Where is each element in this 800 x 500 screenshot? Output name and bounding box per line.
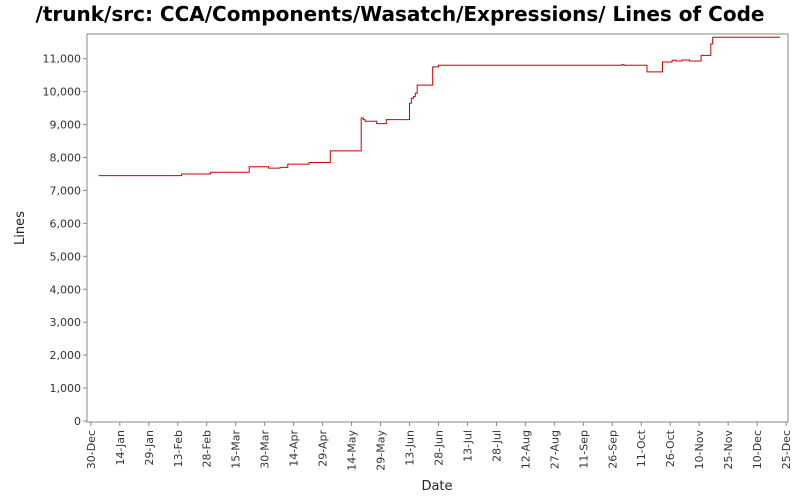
x-tick-label: 15-Mar	[230, 430, 243, 469]
x-tick-label: 30-Mar	[259, 430, 272, 469]
x-tick-label: 11-Sep	[577, 430, 590, 469]
y-tick-label: 5,000	[50, 250, 82, 263]
series-group	[98, 36, 781, 177]
x-tick-label: 28-Jun	[432, 430, 445, 466]
x-tick-label: 10-Dec	[751, 430, 764, 469]
y-tick-label: 1,000	[50, 382, 82, 395]
y-tick-label: 9,000	[50, 119, 82, 132]
y-tick-label: 8,000	[50, 152, 82, 165]
y-tick-label: 6,000	[50, 217, 82, 230]
x-tick-label: 25-Dec	[780, 430, 793, 469]
x-axis: 30-Dec 14-Jan 29-Jan 13-Feb 28-Feb 15-Mar 30-M…	[85, 422, 793, 471]
x-tick-label: 13-Jul	[461, 430, 474, 462]
x-tick-label: 27-Aug	[548, 430, 561, 469]
series-line	[98, 36, 781, 177]
y-tick-label: 2,000	[50, 349, 82, 362]
x-tick-label: 29-Jan	[143, 430, 156, 466]
x-tick-label: 26-Sep	[606, 430, 619, 469]
x-tick-label: 25-Nov	[722, 430, 735, 470]
y-tick-label: 10,000	[43, 86, 82, 99]
y-tick-label: 7,000	[50, 184, 82, 197]
x-tick-label: 29-Apr	[317, 430, 330, 467]
y-tick-label: 3,000	[50, 316, 82, 329]
y-tick-label: 4,000	[50, 283, 82, 296]
x-tick-label: 26-Oct	[664, 429, 677, 467]
y-tick-label: 0	[74, 415, 81, 428]
x-tick-label: 13-Jun	[403, 430, 416, 466]
y-axis-label: Lines	[13, 211, 28, 245]
x-axis-label: Date	[421, 479, 452, 494]
x-tick-label: 10-Nov	[693, 430, 706, 470]
x-tick-label: 14-Jan	[114, 430, 127, 466]
x-tick-label: 13-Feb	[172, 430, 185, 467]
x-tick-label: 12-Aug	[519, 430, 532, 469]
x-tick-label: 28-Feb	[201, 430, 214, 467]
chart-title: /trunk/src: CCA/Components/Wasatch/Expre…	[35, 2, 765, 26]
x-tick-label: 11-Oct	[635, 429, 648, 467]
x-tick-label: 30-Dec	[85, 430, 98, 469]
x-tick-label: 14-May	[346, 430, 359, 471]
x-tick-label: 29-May	[375, 430, 388, 471]
x-tick-label: 14-Apr	[288, 430, 301, 467]
x-tick-label: 28-Jul	[490, 430, 503, 462]
plot-area	[86, 33, 789, 423]
y-tick-label: 11,000	[43, 53, 82, 66]
y-axis: 0 1,000 2,000 3,000 4,000 5,000 6,000 7,000 8,00…	[43, 53, 87, 428]
